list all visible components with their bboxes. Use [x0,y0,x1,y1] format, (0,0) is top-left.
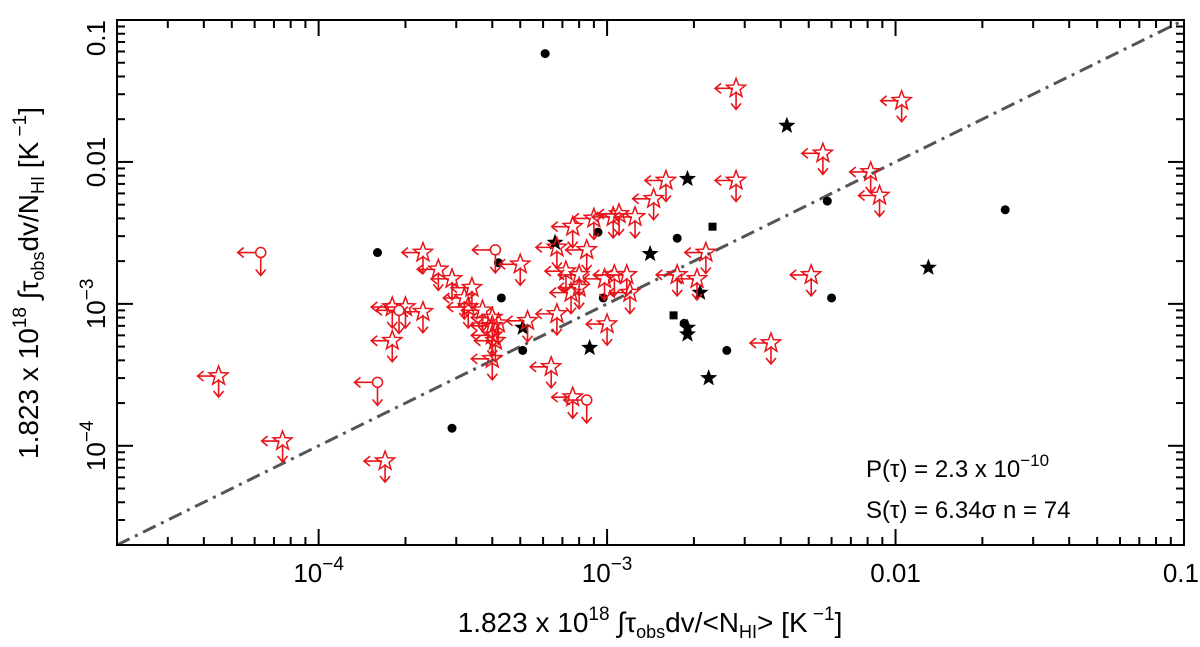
x-tick-label: 0.1 [1163,558,1199,588]
detection-circle-point [518,345,528,355]
ticks-layer [116,19,1185,546]
upper-limit-star-point [857,183,892,218]
y-tick-label: 0.1 [81,20,111,56]
detection-square-point [669,311,678,320]
upper-limit-star-point [674,266,709,302]
one-to-one-line [116,18,1185,547]
y-tick-label: 10−3 [77,279,111,330]
upper-limit-star-point [654,262,689,298]
detection-circle-point [373,248,383,258]
upper-limit-star-point [473,328,507,363]
upper-limit-star-point [571,206,606,241]
upper-limit-star-point [607,280,642,315]
detection-star-point [691,283,709,300]
detection-star-point [678,325,697,342]
upper-limit-star-point [196,363,231,399]
upper-limit-star-point [370,328,404,363]
upper-limit-star-point [497,252,532,287]
detection-circle-point [672,233,682,243]
upper-limit-circle-point [374,304,405,335]
upper-limit-star-point [550,214,585,249]
y-tick-label: 10−4 [77,420,111,471]
upper-limit-star-point [848,159,883,195]
upper-limit-star-point [584,311,619,347]
annotation-p-tau: P(τ) = 2.3 x 10−10 [866,451,1049,483]
upper-limit-star-point [631,186,666,222]
plot-frame [116,19,1185,546]
detection-star-point [700,369,718,386]
upper-limit-star-point [470,346,504,382]
detection-circle-point [540,49,550,59]
upper-limit-star-point [550,385,585,420]
reference-line-layer [116,18,1185,547]
upper-limit-star-point [505,308,540,344]
x-tick-label: 0.01 [870,558,921,588]
y-tick-label: 0.01 [81,137,111,188]
upper-limit-circle-point [471,244,502,275]
detection-star-point [919,258,937,275]
upper-limit-star-point [445,294,480,330]
upper-limit-circle-point [353,376,384,407]
x-tick-label: 10−4 [293,554,344,588]
x-axis-label: 1.823 x 1018 ∫τobsdv/<NHI> [K −1] [458,604,843,642]
detection-star-point [641,244,659,262]
detection-circle-point [827,293,837,303]
upper-limit-star-point [362,448,397,484]
detection-circle-point [1000,205,1010,215]
upper-limit-star-point [800,141,835,176]
upper-limit-star-point [612,204,647,240]
detection-circle-point [722,345,732,355]
upper-limit-star-point [748,330,783,366]
upper-limit-star-point [416,257,450,292]
y-axis-label: 1.823 x 1018 ∫τobsdv/NHI [K −1] [10,107,48,459]
detection-star-point [678,169,697,187]
detection-circle-point [822,196,832,206]
upper-limit-star-point [528,354,563,390]
upper-limit-star-point [713,168,748,203]
upper-limit-star-point [260,428,295,464]
upper-limit-star-point [534,301,569,337]
upper-limit-star-point [400,299,435,334]
upper-limit-star-point [592,262,626,298]
detection-circle-point [496,293,506,303]
upper-limit-star-point [643,168,678,203]
upper-limit-star-point [683,240,718,275]
data-points-layer [196,49,1010,484]
upper-limit-star-point [564,237,599,273]
detection-star-point [778,116,796,133]
upper-limit-circle-point [562,394,593,425]
upper-limit-star-point [788,262,823,298]
annotation-s-tau: S(τ) = 6.34σ n = 74 [866,497,1070,524]
detection-circle-point [593,227,603,237]
upper-limit-star-point [879,88,914,123]
detection-star-point [581,338,599,356]
detection-circle-point [447,423,457,433]
tick-labels-layer: 10−4 10−3 0.01 0.1 10−4 10−3 0.01 0.1 [77,20,1199,588]
upper-limit-circle-point [236,246,267,277]
upper-limit-star-point [713,76,748,111]
x-tick-label: 10−3 [582,554,633,588]
upper-limit-star-point [548,280,583,315]
detection-square-point [708,222,717,231]
